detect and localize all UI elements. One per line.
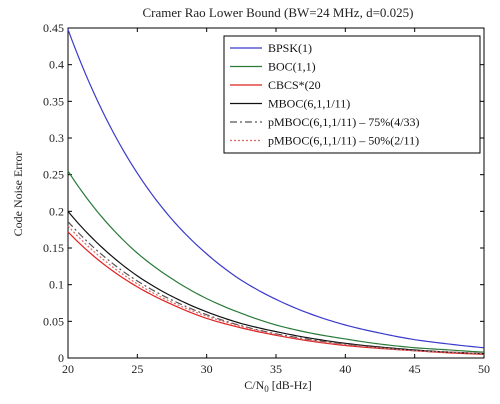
x-axis-label-subscript: 0 (264, 384, 269, 394)
y-tick-label: 0.2 (49, 204, 64, 218)
x-axis-label-main: C/N (244, 378, 264, 392)
series-line (67, 29, 485, 349)
x-tick-label: 35 (270, 362, 282, 376)
chart-title: Cramer Rao Lower Bound (BW=24 MHz, d=0.0… (142, 5, 413, 20)
legend-entry: pMBOC(6,1,1/11) – 50%(2/11) (268, 134, 419, 148)
legend-entry: BPSK(1) (268, 41, 312, 55)
x-axis: 20 25 30 35 40 45 50 (62, 28, 490, 376)
x-tick-label: 25 (131, 362, 143, 376)
y-tick-label: 0.4 (49, 58, 64, 72)
legend: BPSK(1) BOC(1,1) CBCS*(20 MBOC(6,1,1/11) pMB… (223, 35, 481, 154)
x-tick-label: 50 (478, 362, 490, 376)
y-tick-label: 0.15 (43, 241, 64, 255)
legend-entry: CBCS*(20 (268, 78, 321, 92)
x-tick-label: 45 (409, 362, 421, 376)
y-tick-label: 0.35 (43, 94, 64, 108)
y-tick-label: 0.05 (43, 314, 64, 328)
y-tick-label: 0 (58, 351, 64, 365)
series-line (67, 210, 485, 355)
y-tick-label: 0.25 (43, 168, 64, 182)
legend-entry: pMBOC(6,1,1/11) – 75%(4/33) (268, 115, 420, 129)
legend-entry: MBOC(6,1,1/11) (268, 97, 350, 111)
series-line (67, 170, 485, 353)
x-axis-label: C/N0 [dB-Hz] (244, 378, 312, 394)
y-axis-label: Code Noise Error (11, 152, 25, 237)
y-tick-label: 0.3 (49, 131, 64, 145)
y-tick-label: 0.1 (49, 278, 64, 292)
y-tick-label: 0.45 (43, 21, 64, 35)
legend-box (223, 35, 481, 154)
series-line (67, 221, 485, 355)
x-tick-label: 20 (62, 362, 74, 376)
legend-entry: BOC(1,1) (268, 60, 316, 74)
x-tick-label: 40 (339, 362, 351, 376)
x-axis-label-unit: [dB-Hz] (269, 378, 312, 392)
x-tick-label: 30 (201, 362, 213, 376)
y-axis: 0 0.05 0.1 0.15 0.2 0.25 0.3 0.35 0.4 0.45 (43, 21, 484, 365)
series-lines (67, 29, 485, 355)
